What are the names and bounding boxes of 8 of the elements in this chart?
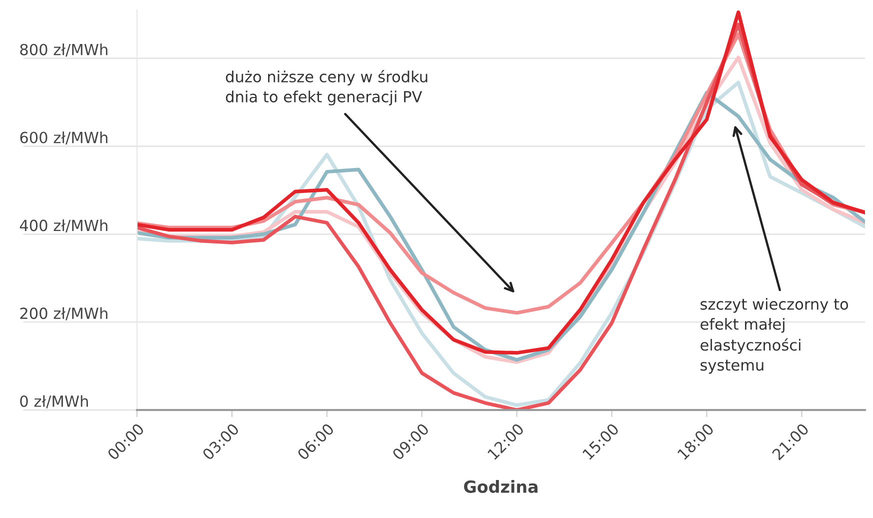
annotation: szczyt wieczorny to efekt małej elastyczności systemu (700, 298, 848, 374)
x-axis-title: Godzina (464, 480, 538, 493)
y-tick-label: 400 zł/MWh (20, 219, 108, 232)
y-tick-label: 0 zł/MWh (20, 395, 88, 408)
y-tick-label: 800 zł/MWh (20, 44, 108, 57)
annotation: dużo niższe ceny w środku dnia to efekt generacji PV (226, 70, 428, 106)
y-tick-label: 200 zł/MWh (20, 307, 108, 320)
y-tick-label: 600 zł/MWh (20, 131, 108, 144)
